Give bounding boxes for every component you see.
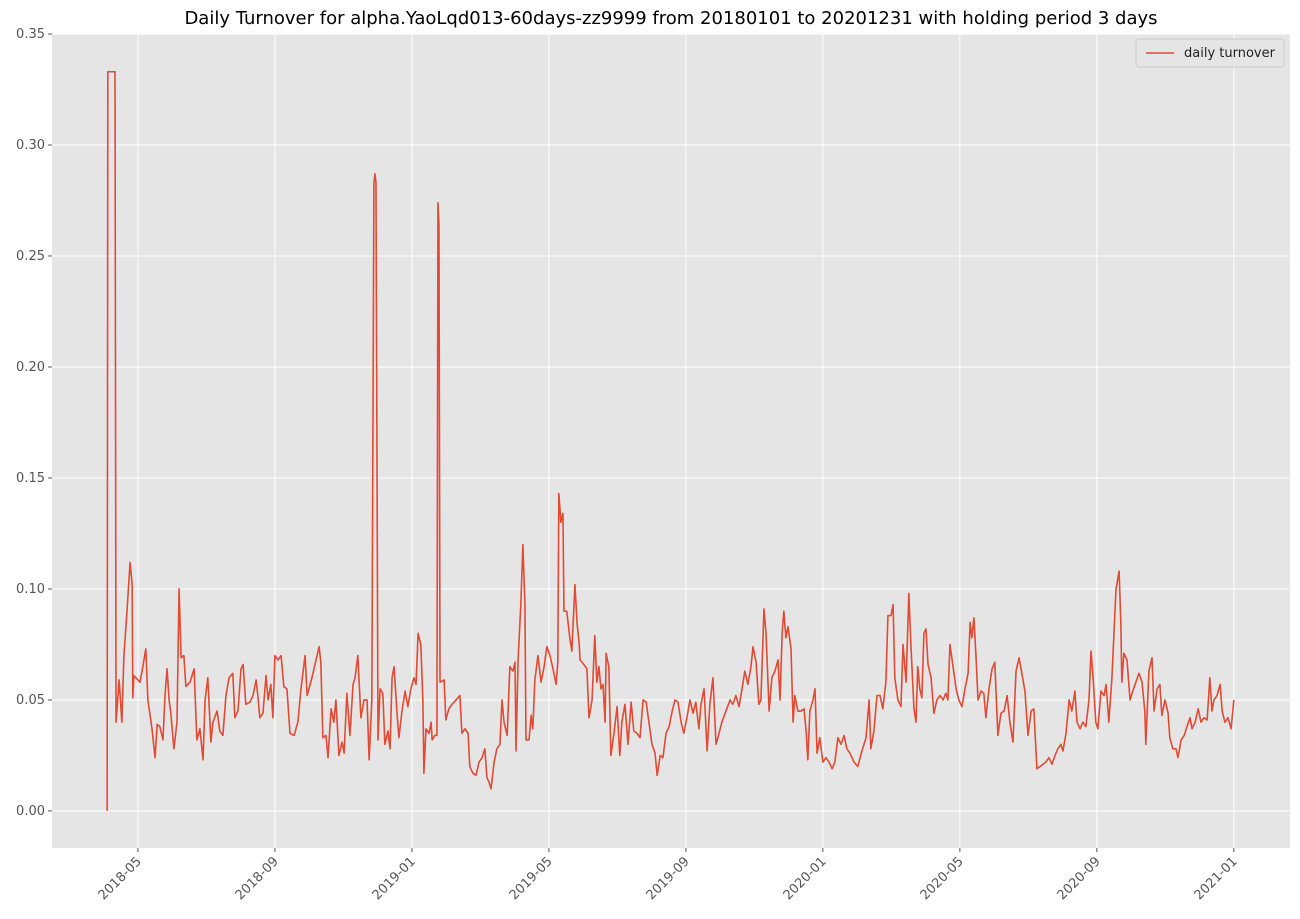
- y-tick-label: 0.10: [16, 582, 45, 597]
- x-tick-label: 2019-05: [507, 854, 556, 903]
- chart-title: Daily Turnover for alpha.YaoLqd013-60day…: [184, 8, 1157, 29]
- y-tick-label: 0.05: [16, 693, 45, 708]
- x-tick-label: 2021-01: [1192, 854, 1241, 903]
- x-tick-label: 2019-09: [644, 854, 693, 903]
- x-tick-label: 2018-05: [96, 854, 145, 903]
- x-tick-label: 2020-01: [781, 854, 830, 903]
- legend-label: daily turnover: [1184, 46, 1276, 61]
- y-tick-label: 0.00: [16, 804, 45, 819]
- x-tick-label: 2019-01: [370, 854, 419, 903]
- y-tick-label: 0.25: [16, 249, 45, 264]
- plot-area: [52, 34, 1290, 848]
- x-tick-label: 2020-09: [1055, 854, 1104, 903]
- line: [106, 70, 1235, 811]
- legend-box: [1135, 38, 1285, 68]
- y-tick-label: 0.35: [16, 27, 45, 42]
- y-tick-label: 0.20: [16, 360, 45, 375]
- x-tick-label: 2020-05: [918, 854, 967, 903]
- y-tick-label: 0.30: [16, 138, 45, 153]
- y-tick-label: 0.15: [16, 471, 45, 486]
- x-tick-label: 2018-09: [233, 854, 282, 903]
